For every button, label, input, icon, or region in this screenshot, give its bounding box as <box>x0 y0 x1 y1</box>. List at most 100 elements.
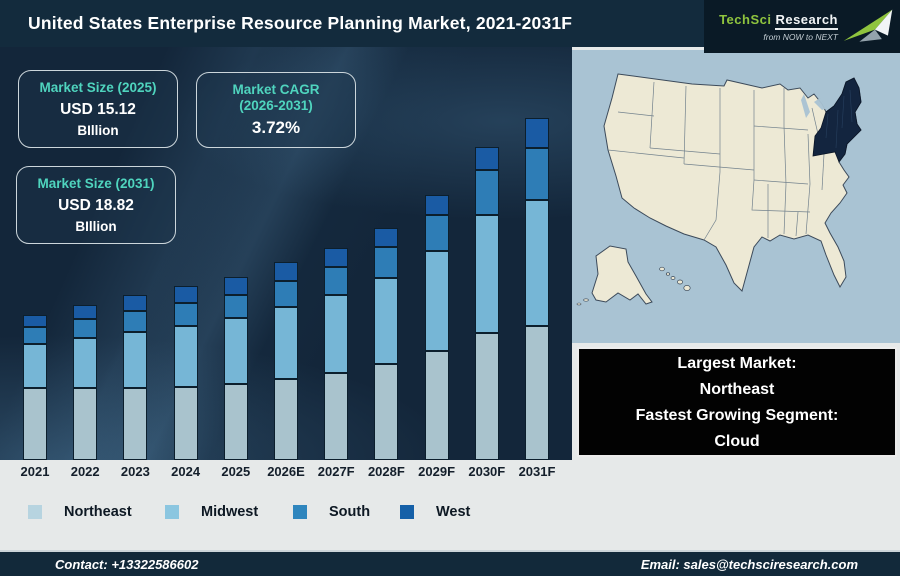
x-axis-label: 2025 <box>221 464 251 479</box>
bar-segment-west <box>223 277 248 295</box>
page-title: United States Enterprise Resource Planni… <box>28 13 573 33</box>
bar-segment-south <box>223 295 248 318</box>
bar-2025 <box>223 277 248 460</box>
bar-2027F <box>324 248 349 460</box>
bar-segment-midwest <box>274 307 298 379</box>
bar-segment-midwest <box>525 200 549 326</box>
bar-segment-south <box>274 281 298 307</box>
bar-segment-midwest <box>424 251 449 351</box>
legend-label: Northeast <box>64 504 132 520</box>
x-axis-label: 2026E <box>267 464 305 479</box>
bar-segment-west <box>274 262 298 281</box>
bar-2030F <box>474 147 499 460</box>
bar-2029F <box>424 195 449 460</box>
northeast-region-highlight <box>812 77 862 163</box>
market-info-box: Largest Market: Northeast Fastest Growin… <box>577 347 897 457</box>
bar-segment-midwest <box>73 338 98 388</box>
bar-segment-west <box>73 305 98 319</box>
x-axis-label: 2023 <box>120 464 150 479</box>
contact-email: Email: sales@techsciresearch.com <box>640 556 858 572</box>
fastest-segment-label: Fastest Growing Segment: <box>635 407 839 424</box>
bar-segment-west <box>474 147 499 170</box>
bar-segment-northeast <box>73 388 98 460</box>
x-axis-label: 2031F <box>518 464 556 479</box>
market-cagr-callout: Market CAGR (2026-2031) 3.72% <box>196 72 356 148</box>
bar-segment-midwest <box>474 215 499 333</box>
us-map <box>576 73 862 306</box>
bar-segment-south <box>73 319 98 338</box>
legend-swatch <box>293 505 307 519</box>
logo-tagline: from NOW to NEXT <box>763 31 838 42</box>
x-axis-label: 2030F <box>468 464 506 479</box>
largest-market-value: Northeast <box>699 381 775 398</box>
bar-2031F <box>525 118 549 460</box>
logo-wordmark: TechSci Research from NOW to NEXT <box>719 12 838 42</box>
legend-swatch <box>165 505 179 519</box>
stacked-bar-chart <box>0 47 572 460</box>
fastest-segment-value: Cloud <box>714 433 760 450</box>
legend-item-midwest: Midwest <box>165 504 258 520</box>
x-axis-label: 2027F <box>317 464 355 479</box>
bar-segment-northeast <box>123 388 148 460</box>
alaska-shape <box>591 245 653 305</box>
market-size-2031-callout: Market Size (2031) USD 18.82 BIllion <box>16 166 176 244</box>
callout-unit: BIllion <box>75 218 117 234</box>
bar-segment-northeast <box>424 351 449 460</box>
callout-heading: Market Size (2031) <box>37 176 155 192</box>
logo-brand-research: Research <box>775 12 838 30</box>
bar-segment-northeast <box>23 388 47 460</box>
state-borders <box>607 81 825 241</box>
bar-segment-west <box>123 295 148 311</box>
bar-segment-midwest <box>173 326 198 387</box>
bar-2023 <box>123 295 148 460</box>
bar-segment-midwest <box>223 318 248 384</box>
bar-segment-northeast <box>525 326 549 460</box>
aleutian-islands <box>576 298 589 306</box>
x-axis-label: 2021 <box>20 464 50 479</box>
bar-segment-south <box>474 170 499 215</box>
legend-swatch <box>400 505 414 519</box>
bar-segment-south <box>374 247 399 278</box>
bar-segment-northeast <box>274 379 298 460</box>
logo-brand-techsci: TechSci <box>719 11 772 27</box>
bar-segment-south <box>23 327 47 344</box>
legend-label: Midwest <box>201 504 259 520</box>
great-lakes <box>801 94 828 118</box>
bar-2021 <box>23 315 47 460</box>
bar-segment-northeast <box>173 387 198 460</box>
bar-segment-south <box>525 148 549 200</box>
bar-segment-northeast <box>374 364 399 460</box>
chart-footer-band: 2021 2022 2023 2024 2025 2026E 2027F 2028F 2029F… <box>0 460 900 550</box>
legend-label: South <box>329 504 371 520</box>
chart-region: Market Size (2025) USD 15.12 BIllion Mar… <box>0 47 572 460</box>
bar-segment-south <box>424 215 449 251</box>
callout-value: 3.72% <box>251 118 301 137</box>
footer-bar: Contact: +13322586602 Email: sales@techs… <box>0 550 900 576</box>
callout-unit: BIllion <box>77 122 119 138</box>
bar-segment-west <box>424 195 449 215</box>
techsci-logo: TechSci Research from NOW to NEXT <box>704 0 900 53</box>
callout-value: USD 18.82 <box>58 196 134 214</box>
bar-segment-west <box>23 315 47 327</box>
bar-segment-south <box>123 311 148 332</box>
bar-2022 <box>73 305 98 460</box>
legend-item-west: West <box>400 504 470 520</box>
legend-item-south: South <box>293 504 370 520</box>
bar-segment-northeast <box>474 333 499 460</box>
bar-segment-midwest <box>23 344 47 388</box>
bar-segment-northeast <box>324 373 349 460</box>
bar-segment-west <box>173 286 198 303</box>
bar-2026E <box>274 262 298 460</box>
bar-segment-west <box>374 228 399 247</box>
bar-segment-midwest <box>123 332 148 388</box>
callout-heading: Market Size (2025) <box>39 80 157 96</box>
x-axis-label: 2022 <box>70 464 100 479</box>
us-map-panel <box>572 50 900 343</box>
hawaii-islands <box>659 266 691 291</box>
largest-market-label: Largest Market: <box>677 355 797 372</box>
bar-segment-west <box>525 118 549 148</box>
bar-segment-south <box>324 267 349 295</box>
bar-2024 <box>173 286 198 460</box>
bar-segment-midwest <box>374 278 399 364</box>
bar-segment-midwest <box>324 295 349 373</box>
